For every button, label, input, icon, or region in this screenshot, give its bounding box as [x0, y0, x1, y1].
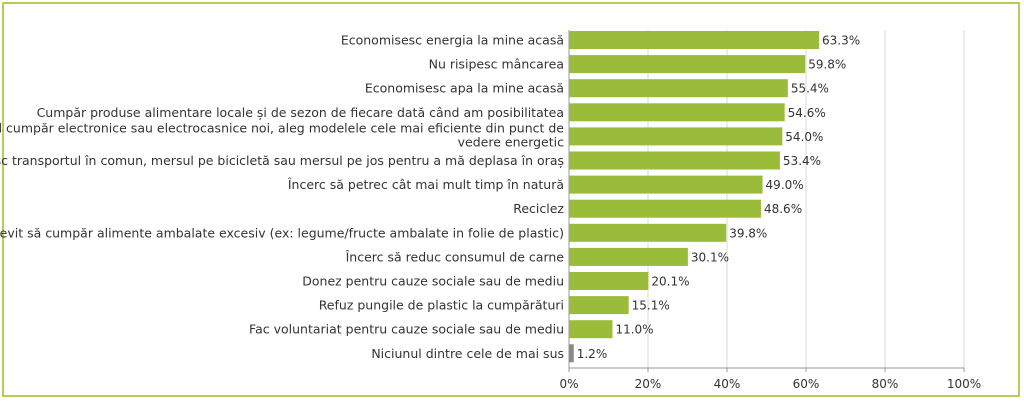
category-label: Folosesc transportul în comun, mersul pe… [0, 153, 564, 168]
category-label: Încerc să evit să cumpăr alimente ambala… [0, 225, 564, 240]
value-label: 54.6% [788, 106, 826, 120]
value-label: 48.6% [764, 202, 802, 216]
value-label: 1.2% [577, 347, 608, 361]
x-tick-label: 0% [559, 377, 578, 391]
category-label: Cumpăr produse alimentare locale și de s… [37, 105, 564, 120]
bar [569, 127, 783, 146]
value-label: 20.1% [651, 275, 689, 289]
value-label: 39.8% [729, 226, 767, 240]
bar [569, 223, 727, 242]
category-label: Donez pentru cauze sociale sau de mediu [302, 274, 564, 289]
bar [569, 199, 761, 218]
category-label: Încerc să reduc consumul de carne [345, 249, 565, 264]
bar [569, 272, 649, 290]
category-label: Fac voluntariat pentru cauze sociale sau… [249, 322, 564, 337]
x-tick-label: 80% [872, 377, 899, 391]
value-label: 59.8% [808, 58, 846, 72]
value-label: 54.0% [785, 130, 823, 144]
category-label: Niciunul dintre cele de mai sus [371, 346, 564, 361]
bar [569, 31, 820, 49]
category-label-line: Când cumpăr electronice sau electrocasni… [0, 120, 564, 135]
category-label: Nu risipesc mâncarea [429, 57, 564, 72]
x-tick-label: 40% [714, 377, 741, 391]
value-label: 55.4% [791, 82, 829, 96]
bar [569, 79, 788, 98]
category-label: Când cumpăr electronice sau electrocasni… [0, 120, 564, 149]
bar [569, 151, 780, 170]
bar [569, 175, 763, 194]
value-label: 30.1% [691, 250, 729, 264]
value-label: 63.3% [822, 34, 860, 48]
value-label: 49.0% [766, 178, 804, 192]
chart-frame [2, 2, 1020, 397]
bar [569, 344, 574, 363]
category-label-line: vedere energetic [458, 134, 564, 149]
value-label: 15.1% [632, 299, 670, 313]
bar [569, 103, 785, 122]
x-tick-label: 100% [947, 377, 981, 391]
category-label: Economisesc energia la mine acasă [341, 33, 564, 48]
category-label: Refuz pungile de plastic la cumpărături [319, 298, 564, 313]
bar [569, 296, 629, 315]
bar [569, 247, 688, 266]
category-label: Încerc să petrec cât mai mult timp în na… [287, 177, 564, 192]
category-label: Reciclez [513, 201, 564, 216]
value-label: 11.0% [615, 323, 653, 337]
x-tick-label: 60% [793, 377, 820, 391]
bar [569, 55, 806, 74]
bar [569, 320, 613, 339]
x-tick-label: 20% [635, 377, 662, 391]
value-label: 53.4% [783, 154, 821, 168]
category-label: Economisesc apa la mine acasă [365, 81, 564, 96]
